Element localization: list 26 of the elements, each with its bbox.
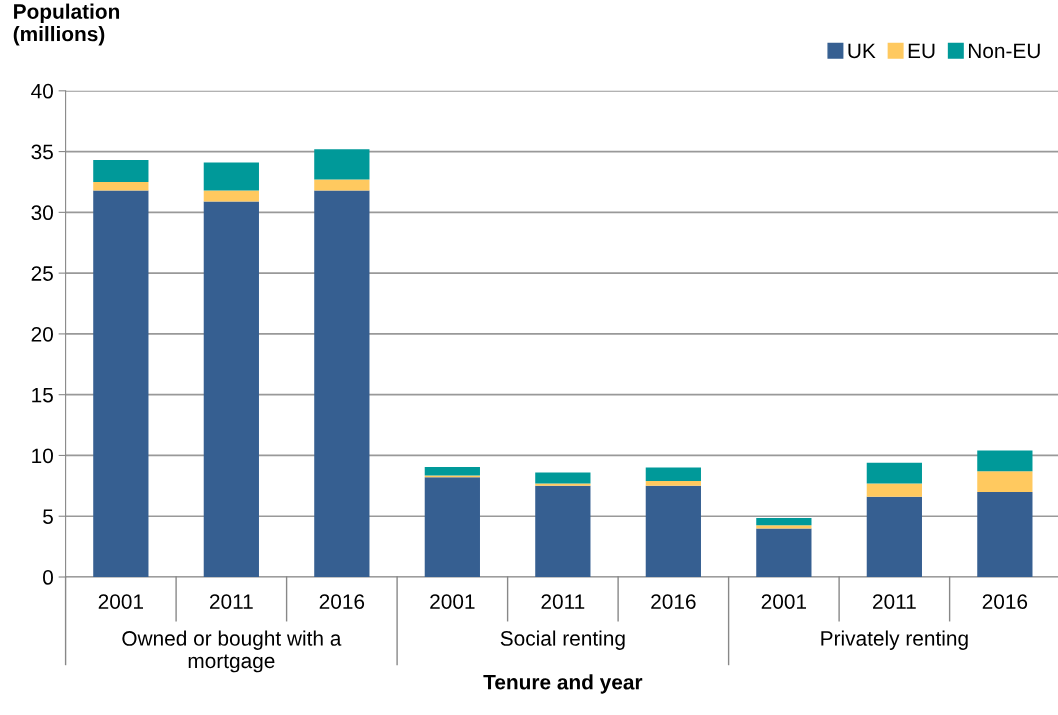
text: Privately renting <box>821 630 968 650</box>
legend-label: Non-EU <box>968 43 1040 59</box>
y-tick-label: 20 <box>31 326 53 342</box>
x-tick-label: 2011 <box>873 594 916 609</box>
legend-label: UK <box>848 43 876 59</box>
x-axis-title: Tenure and year <box>483 674 643 694</box>
y-tick-label: 40 <box>31 83 53 99</box>
x-tick-label: 2001 <box>761 594 807 609</box>
y-axis-title: Population (millions) <box>13 3 120 46</box>
x-tick-label: 2016 <box>651 594 696 609</box>
legend-label: EU <box>908 43 935 59</box>
x-tick-label: 2016 <box>982 594 1028 609</box>
x-tick-label: 2001 <box>98 594 144 609</box>
x-tick-label: 2011 <box>210 594 253 609</box>
y-tick-label: 0 <box>43 570 53 585</box>
y-tick-label: 30 <box>31 205 53 221</box>
y-tick-label: 35 <box>31 144 53 160</box>
text: Social renting <box>500 630 625 650</box>
y-tick-label: 5 <box>43 509 53 524</box>
y-tick-label: 15 <box>32 387 53 403</box>
x-tick-label: 2016 <box>319 594 365 609</box>
y-tick-label: 10 <box>32 448 53 464</box>
y-tick-label: 25 <box>31 266 53 281</box>
x-tick-label: 2001 <box>430 594 475 609</box>
x-tick-label: 2011 <box>541 594 585 609</box>
text: Owned or bought with a mortgage <box>122 630 342 673</box>
